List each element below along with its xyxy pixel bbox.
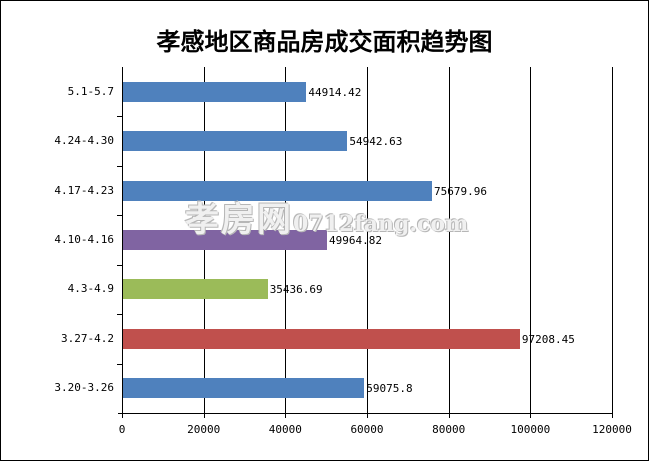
x-tick	[203, 413, 205, 418]
plot-area: 44914.42 54942.63 75679.96 49964.82 35436.69…	[117, 67, 613, 418]
bar-4.10-4.16	[123, 230, 328, 250]
bar-3.27-4.2	[123, 328, 520, 349]
y-tick	[117, 215, 122, 217]
category-label: 4.10-4.16	[54, 233, 114, 246]
x-tick-label: 0	[118, 423, 126, 436]
x-tick-label: 80000	[432, 423, 466, 436]
gridline	[530, 67, 532, 413]
y-tick	[117, 165, 122, 167]
category-label: 3.20-3.26	[54, 381, 114, 395]
gridline	[612, 67, 613, 413]
x-tick-label: 100000	[510, 423, 551, 436]
category-label: 4.24-4.30	[54, 134, 114, 148]
y-tick	[117, 314, 122, 316]
gridline	[367, 67, 368, 413]
y-axis	[122, 67, 123, 417]
x-tick	[367, 413, 368, 418]
category-label: 4.17-4.23	[54, 183, 114, 197]
x-tick-label: 40000	[268, 423, 302, 436]
x-axis	[118, 413, 613, 414]
x-tick	[448, 413, 450, 418]
value-label: 35436.69	[269, 283, 323, 297]
x-tick	[530, 413, 532, 418]
value-label: 44914.42	[308, 85, 362, 99]
bar-4.24-4.30	[123, 131, 348, 152]
x-tick-label: 120000	[592, 423, 632, 436]
x-tick	[612, 413, 613, 418]
x-tick	[285, 413, 287, 418]
value-label: 49964.82	[329, 234, 382, 247]
y-tick	[117, 363, 122, 365]
value-label: 59075.8	[366, 382, 413, 396]
x-tick-label: 20000	[187, 423, 221, 436]
category-label: 5.1-5.7	[67, 84, 114, 98]
value-label: 75679.96	[434, 184, 487, 198]
category-label: 3.27-4.2	[61, 331, 114, 345]
y-tick	[117, 116, 122, 118]
bar-4.17-4.23	[123, 180, 433, 201]
bar-4.3-4.9	[123, 279, 268, 300]
bar-3.20-3.26	[123, 378, 365, 399]
y-tick	[117, 264, 122, 266]
gridline	[448, 67, 450, 413]
x-tick-label: 60000	[350, 423, 384, 436]
value-label: 97208.45	[521, 332, 575, 346]
bar-5.1-5.7	[123, 81, 307, 102]
x-tick	[122, 413, 123, 418]
category-label: 4.3-4.9	[67, 282, 114, 296]
chart-title: 孝感地区商品房成交面积趋势图	[156, 27, 493, 56]
value-label: 54942.63	[349, 135, 403, 149]
